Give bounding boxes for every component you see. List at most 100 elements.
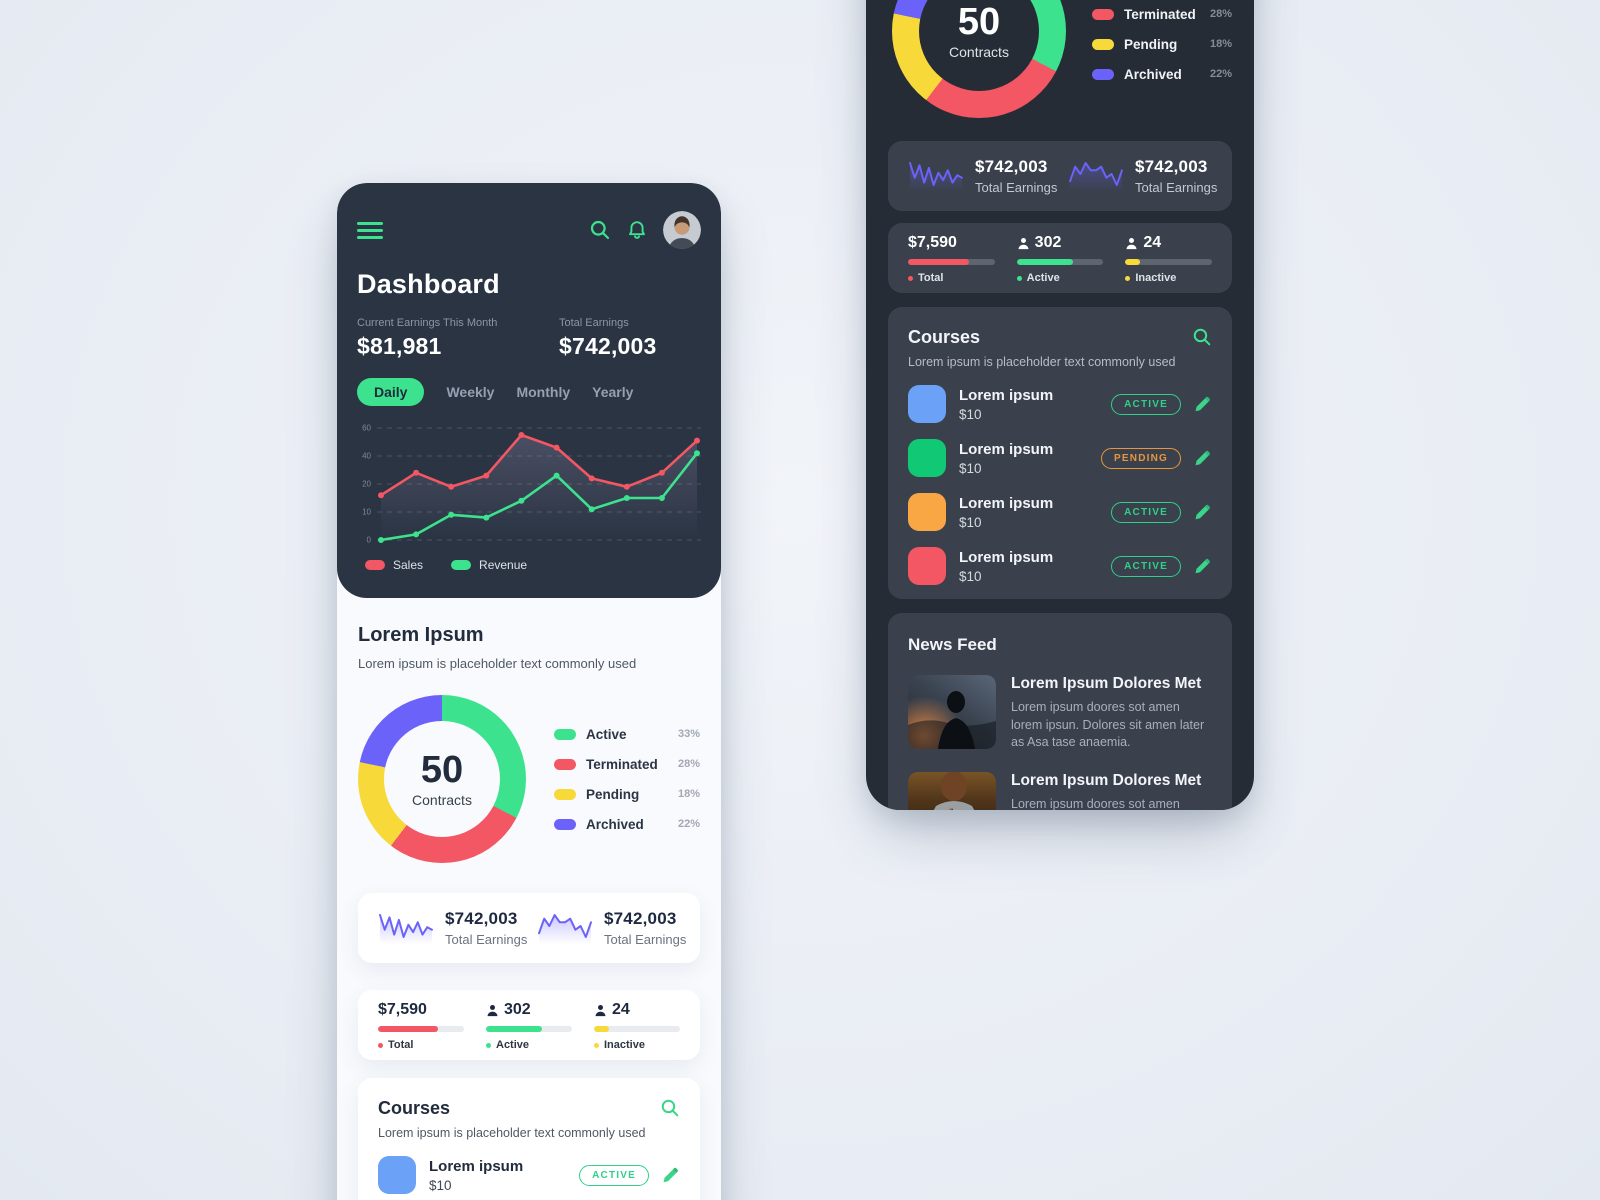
tab-weekly[interactable]: Weekly bbox=[446, 384, 495, 400]
donut-legend: Active 33% Terminated 28% Pending 18% Archived… bbox=[554, 724, 700, 834]
progress-bar bbox=[486, 1026, 572, 1032]
news-item[interactable]: Lorem Ipsum Dolores Met Lorem ipsum doore… bbox=[908, 771, 1212, 811]
legend-dot bbox=[594, 1042, 599, 1048]
courses-title: Courses bbox=[378, 1098, 451, 1118]
earnings-label: Total Earnings bbox=[604, 932, 687, 947]
donut-legend-row: Archived 22% bbox=[554, 814, 700, 834]
total-earnings-card-dark: $742,003 Total Earnings $742,003 Total Earn… bbox=[888, 141, 1232, 211]
course-thumbnail bbox=[908, 439, 946, 477]
news-text: Lorem Ipsum Dolores Met Lorem ipsum doore… bbox=[1011, 675, 1212, 752]
edit-pencil-icon bbox=[663, 1167, 678, 1182]
svg-text:20: 20 bbox=[362, 480, 371, 489]
course-price: $10 bbox=[959, 406, 982, 422]
courses-subtitle: Lorem ipsum is placeholder text commonly… bbox=[378, 1126, 646, 1140]
tab-monthly[interactable]: Monthly bbox=[516, 384, 571, 400]
news-title: Lorem Ipsum Dolores Met bbox=[1011, 771, 1202, 789]
course-row[interactable]: Lorem ipsum $10 ACTIVE bbox=[908, 547, 1212, 585]
notifications-bell-icon[interactable] bbox=[626, 219, 648, 241]
edit-pencil-icon bbox=[1195, 558, 1210, 573]
person-icon bbox=[487, 1004, 498, 1016]
course-price: $10 bbox=[959, 460, 982, 476]
course-info: Lorem ipsum $10 bbox=[429, 1158, 579, 1193]
progress-stat-label: Inactive bbox=[594, 1039, 680, 1051]
legend-swatch bbox=[1092, 8, 1114, 20]
progress-stat-value: $7,590 bbox=[378, 1001, 427, 1018]
courses-card: Courses Lorem ipsum is placeholder text … bbox=[358, 1078, 700, 1200]
contracts-section-title: Lorem Ipsum bbox=[358, 624, 484, 646]
progress-stat-label: Total bbox=[908, 272, 995, 284]
course-row[interactable]: Lorem ipsum $10 ACTIVE bbox=[378, 1156, 680, 1194]
course-info: Lorem ipsum $10 bbox=[959, 441, 1101, 476]
edit-pencil-icon bbox=[1195, 504, 1210, 519]
course-row[interactable]: Lorem ipsum $10 ACTIVE bbox=[908, 385, 1212, 423]
person-icon bbox=[1018, 237, 1029, 249]
donut-legend-row: Terminated 28% bbox=[554, 754, 700, 774]
news-feed-title: News Feed bbox=[908, 635, 997, 654]
avatar[interactable] bbox=[663, 211, 701, 249]
contracts-summary: 50 Contracts Active 33% Terminated 28% Pendi… bbox=[358, 695, 700, 863]
legend-percent: 22% bbox=[1209, 68, 1232, 80]
progress-stat: 302 Active bbox=[486, 1001, 572, 1051]
legend-swatch bbox=[554, 818, 576, 830]
course-status-badge: ACTIVE bbox=[1111, 393, 1181, 415]
course-price: $10 bbox=[429, 1177, 452, 1193]
progress-bar bbox=[1016, 259, 1104, 265]
course-title: Lorem ipsum bbox=[959, 440, 1054, 458]
menu-icon[interactable] bbox=[357, 218, 383, 243]
legend-label: Terminated bbox=[1124, 6, 1196, 22]
news-photo-silhouette bbox=[908, 691, 996, 749]
courses-search-icon[interactable] bbox=[1192, 327, 1212, 347]
news-text: Lorem Ipsum Dolores Met Lorem ipsum doore… bbox=[1011, 772, 1212, 811]
earnings-sparkline-chart bbox=[1069, 162, 1123, 192]
earnings-value: $742,003 bbox=[975, 157, 1048, 176]
progress-stat-label: Active bbox=[1016, 272, 1104, 284]
news-title: Lorem Ipsum Dolores Met bbox=[1011, 675, 1202, 692]
donut-hole bbox=[384, 721, 500, 837]
progress-bar bbox=[378, 1026, 464, 1032]
top-bar bbox=[357, 211, 701, 249]
news-thumbnail bbox=[908, 771, 996, 810]
news-body: Lorem ipsum doores sot amen lorem ipsun.… bbox=[1011, 700, 1205, 749]
course-row[interactable]: Lorem ipsum $10 ACTIVE bbox=[908, 493, 1212, 531]
tab-yearly[interactable]: Yearly bbox=[592, 384, 634, 400]
donut-legend-row: Pending 18% bbox=[1092, 34, 1232, 54]
search-icon[interactable] bbox=[589, 219, 611, 241]
legend-swatch bbox=[554, 728, 576, 740]
chart-legend-item: Revenue bbox=[451, 558, 527, 572]
legend-label: Active bbox=[586, 726, 627, 742]
courses-search-icon[interactable] bbox=[660, 1098, 680, 1118]
progress-stat: 302 Active bbox=[1016, 234, 1104, 284]
phone-light: Dashboard Current Earnings This Month $81… bbox=[337, 183, 721, 1200]
edit-pencil-icon bbox=[1195, 450, 1210, 465]
news-item[interactable]: Lorem Ipsum Dolores Met Lorem ipsum doore… bbox=[908, 675, 1212, 752]
legend-label: Pending bbox=[586, 786, 640, 802]
svg-text:40: 40 bbox=[362, 452, 371, 461]
course-row[interactable]: Lorem ipsum $10 PENDING bbox=[908, 439, 1212, 477]
legend-label: Archived bbox=[586, 816, 644, 832]
news-feed-card: News Feed Lorem Ipsum Dolores Met Lorem i… bbox=[888, 613, 1232, 810]
news-photo-businessman bbox=[933, 771, 975, 810]
course-edit-button[interactable] bbox=[1193, 395, 1212, 414]
progress-stat-label: Inactive bbox=[1125, 272, 1212, 284]
tab-daily[interactable]: Daily bbox=[357, 378, 425, 406]
progress-bar bbox=[594, 1026, 680, 1032]
contracts-caption: Contracts bbox=[412, 791, 472, 808]
course-edit-button[interactable] bbox=[1193, 449, 1212, 468]
course-title: Lorem ipsum bbox=[959, 548, 1054, 566]
donut-legend-dark: Active33%Terminated28%Pending18%Archived… bbox=[1092, 0, 1232, 84]
contracts-donut-chart: 50 Contracts bbox=[358, 695, 526, 863]
legend-label: Archived bbox=[1124, 66, 1182, 82]
earnings-value: $742,003 bbox=[445, 909, 518, 928]
news-thumbnail bbox=[908, 675, 996, 749]
course-edit-button[interactable] bbox=[1193, 503, 1212, 522]
phone-dark: 50 Contracts Active33%Terminated28%Pendi… bbox=[866, 0, 1254, 810]
course-price: $10 bbox=[959, 568, 982, 584]
course-edit-button[interactable] bbox=[661, 1166, 680, 1185]
course-edit-button[interactable] bbox=[1193, 557, 1212, 576]
progress-stat-label: Total bbox=[378, 1039, 464, 1051]
earnings-stat: $742,003 Total Earnings bbox=[529, 909, 688, 947]
course-title: Lorem ipsum bbox=[959, 494, 1054, 512]
progress-stat: $7,590 Total bbox=[378, 1001, 464, 1051]
